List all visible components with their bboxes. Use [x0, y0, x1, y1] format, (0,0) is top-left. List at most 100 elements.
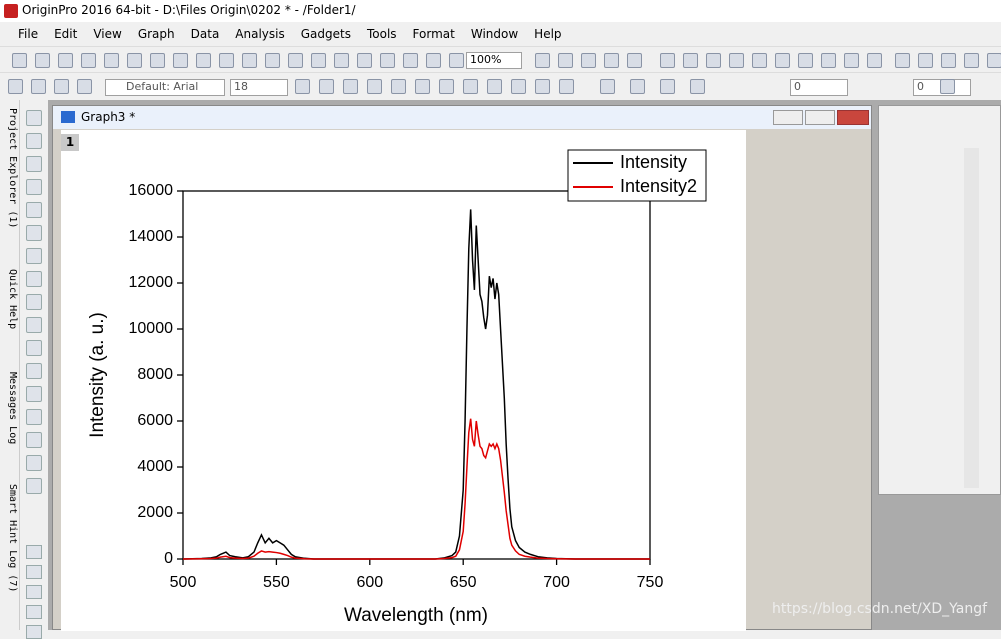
menu-item[interactable]: View — [93, 27, 122, 41]
toolbar-icon[interactable] — [150, 53, 165, 68]
toolbar-icon[interactable] — [81, 53, 96, 68]
tool-button[interactable] — [26, 585, 42, 599]
maximize-button[interactable] — [805, 110, 835, 125]
menu-item[interactable]: Analysis — [235, 27, 285, 41]
toolbar-icon[interactable] — [660, 53, 675, 68]
toolbar-icon[interactable] — [867, 53, 882, 68]
toolbar-icon[interactable] — [31, 79, 46, 94]
toolbar-icon[interactable] — [660, 79, 675, 94]
tool-button[interactable] — [26, 202, 42, 218]
tool-button[interactable] — [26, 110, 42, 126]
toolbar-icon[interactable] — [357, 53, 372, 68]
side-tab[interactable]: Quick Help — [7, 269, 18, 330]
toolbar-icon[interactable] — [690, 79, 705, 94]
toolbar-icon[interactable] — [391, 79, 406, 94]
menu-item[interactable]: Edit — [54, 27, 78, 41]
toolbar-icon[interactable] — [535, 53, 550, 68]
tool-button[interactable] — [26, 565, 42, 579]
toolbar-icon[interactable] — [775, 53, 790, 68]
tool-button[interactable] — [26, 409, 42, 425]
toolbar-icon[interactable] — [895, 53, 910, 68]
toolbar-icon[interactable] — [918, 53, 933, 68]
toolbar-icon[interactable] — [242, 53, 257, 68]
tool-button[interactable] — [26, 432, 42, 448]
menu-item[interactable]: Gadgets — [300, 27, 351, 41]
toolbar-icon[interactable] — [8, 79, 23, 94]
toolbar-icon[interactable] — [581, 53, 596, 68]
toolbar-icon[interactable] — [403, 53, 418, 68]
side-tab[interactable]: Smart Hint Log (7) — [7, 484, 18, 593]
tool-button[interactable] — [26, 179, 42, 195]
toolbar-icon[interactable] — [511, 79, 526, 94]
tool-button[interactable] — [26, 363, 42, 379]
toolbar-icon[interactable] — [295, 79, 310, 94]
side-tab[interactable]: Messages Log — [7, 372, 18, 445]
toolbar-icon[interactable] — [940, 79, 955, 94]
font-box[interactable]: Default: Arial — [105, 79, 225, 96]
toolbar-icon[interactable] — [104, 53, 119, 68]
toolbar-icon[interactable] — [334, 53, 349, 68]
line-box[interactable]: 0 — [790, 79, 848, 96]
toolbar-icon[interactable] — [535, 79, 550, 94]
tool-button[interactable] — [26, 386, 42, 402]
toolbar-icon[interactable] — [426, 53, 441, 68]
menu-item[interactable]: Tools — [366, 27, 397, 41]
toolbar-icon[interactable] — [844, 53, 859, 68]
toolbar-icon[interactable] — [196, 53, 211, 68]
tool-button[interactable] — [26, 133, 42, 149]
toolbar-icon[interactable] — [12, 53, 27, 68]
tool-button[interactable] — [26, 478, 42, 494]
toolbar-icon[interactable] — [798, 53, 813, 68]
minimize-button[interactable] — [773, 110, 803, 125]
tool-button[interactable] — [26, 294, 42, 310]
toolbar-icon[interactable] — [821, 53, 836, 68]
menu-item[interactable]: Data — [190, 27, 220, 41]
toolbar-icon[interactable] — [311, 53, 326, 68]
toolbar-icon[interactable] — [77, 79, 92, 94]
tool-button[interactable] — [26, 248, 42, 264]
toolbar-icon[interactable] — [964, 53, 979, 68]
toolbar-icon[interactable] — [752, 53, 767, 68]
toolbar-icon[interactable] — [439, 79, 454, 94]
tool-button[interactable] — [26, 271, 42, 287]
tool-button[interactable] — [26, 156, 42, 172]
toolbar-icon[interactable] — [380, 53, 395, 68]
toolbar-icon[interactable] — [987, 53, 1001, 68]
toolbar-icon[interactable] — [941, 53, 956, 68]
side-tab[interactable]: Project Explorer (1) — [7, 108, 18, 229]
toolbar-icon[interactable] — [559, 79, 574, 94]
toolbar-icon[interactable] — [558, 53, 573, 68]
menu-item[interactable]: File — [18, 27, 39, 41]
font-size-box[interactable]: 18 — [230, 79, 288, 96]
toolbar-icon[interactable] — [415, 79, 430, 94]
tool-button[interactable] — [26, 455, 42, 471]
toolbar-icon[interactable] — [683, 53, 698, 68]
toolbar-icon[interactable] — [367, 79, 382, 94]
toolbar-icon[interactable] — [54, 79, 69, 94]
tool-button[interactable] — [26, 317, 42, 333]
toolbar-icon[interactable] — [35, 53, 50, 68]
layer-button[interactable]: 1 — [61, 134, 79, 151]
toolbar-icon[interactable] — [265, 53, 280, 68]
toolbar-icon[interactable] — [343, 79, 358, 94]
toolbar-icon[interactable] — [319, 79, 334, 94]
toolbar-icon[interactable] — [604, 53, 619, 68]
tool-button[interactable] — [26, 545, 42, 559]
tool-button[interactable] — [26, 605, 42, 619]
toolbar-icon[interactable] — [173, 53, 188, 68]
toolbar-icon[interactable] — [487, 79, 502, 94]
toolbar-icon[interactable] — [58, 53, 73, 68]
toolbar-icon[interactable] — [630, 79, 645, 94]
toolbar-icon[interactable] — [449, 53, 464, 68]
toolbar-icon[interactable] — [706, 53, 721, 68]
toolbar-icon[interactable] — [627, 53, 642, 68]
tool-button[interactable] — [26, 340, 42, 356]
toolbar-icon[interactable] — [127, 53, 142, 68]
toolbar-icon[interactable] — [600, 79, 615, 94]
close-button[interactable] — [837, 110, 869, 125]
toolbar-icon[interactable] — [729, 53, 744, 68]
menu-item[interactable]: Graph — [137, 27, 175, 41]
menu-item[interactable]: Format — [412, 27, 455, 41]
menu-item[interactable]: Help — [534, 27, 562, 41]
toolbar-icon[interactable] — [219, 53, 234, 68]
